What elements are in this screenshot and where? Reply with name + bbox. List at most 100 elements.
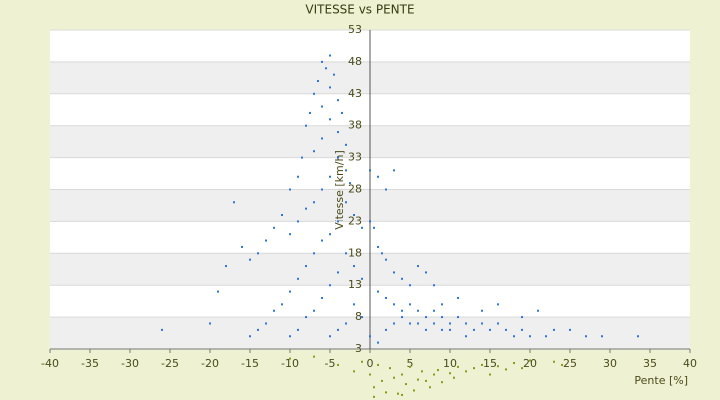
point xyxy=(417,265,419,268)
point xyxy=(417,322,419,325)
x-tick-label: -15 xyxy=(241,357,259,370)
point xyxy=(441,328,443,331)
point xyxy=(389,367,391,370)
point xyxy=(337,99,339,102)
point xyxy=(373,386,375,389)
point xyxy=(305,207,307,210)
point xyxy=(497,322,499,325)
point xyxy=(449,328,451,331)
x-tick-label: -5 xyxy=(325,357,336,370)
point xyxy=(377,175,379,178)
point xyxy=(637,335,639,338)
x-tick-label: -20 xyxy=(201,357,219,370)
point xyxy=(313,150,315,153)
point xyxy=(417,378,419,381)
point xyxy=(345,322,347,325)
y-tick-label: 13 xyxy=(348,278,362,291)
point xyxy=(273,309,275,312)
point xyxy=(497,303,499,306)
x-tick-label: 15 xyxy=(483,357,497,370)
point xyxy=(373,226,375,229)
point xyxy=(349,182,351,185)
point xyxy=(397,392,399,395)
x-tick-label: -25 xyxy=(161,357,179,370)
point xyxy=(353,214,355,217)
point xyxy=(433,373,435,376)
point xyxy=(433,309,435,312)
point xyxy=(281,214,283,217)
point xyxy=(505,328,507,331)
point xyxy=(369,373,371,376)
point xyxy=(377,245,379,248)
point xyxy=(309,111,311,114)
point xyxy=(425,379,427,382)
point xyxy=(289,290,291,293)
point xyxy=(361,360,363,363)
x-tick-label: 5 xyxy=(407,357,414,370)
point xyxy=(473,367,475,370)
point xyxy=(297,277,299,280)
point xyxy=(401,309,403,312)
point xyxy=(377,290,379,293)
point xyxy=(317,80,319,83)
point xyxy=(361,226,363,229)
point xyxy=(313,355,315,358)
point xyxy=(385,188,387,191)
point xyxy=(225,265,227,268)
point xyxy=(273,226,275,229)
x-tick-label: -10 xyxy=(281,357,299,370)
point xyxy=(233,201,235,204)
point xyxy=(265,322,267,325)
point xyxy=(433,322,435,325)
point xyxy=(337,156,339,159)
point xyxy=(393,376,395,379)
y-tick-label: 33 xyxy=(348,151,362,164)
point xyxy=(425,328,427,331)
point xyxy=(457,365,459,368)
point xyxy=(421,370,423,373)
point xyxy=(289,335,291,338)
point xyxy=(337,328,339,331)
point xyxy=(449,322,451,325)
point xyxy=(393,169,395,172)
point xyxy=(385,391,387,394)
point xyxy=(513,362,515,365)
point xyxy=(481,309,483,312)
point xyxy=(405,383,407,386)
point xyxy=(337,271,339,274)
y-tick-label: 23 xyxy=(348,214,362,227)
point xyxy=(377,363,379,366)
point xyxy=(329,335,331,338)
point xyxy=(305,265,307,268)
point xyxy=(529,335,531,338)
point xyxy=(409,303,411,306)
point xyxy=(289,357,291,360)
point xyxy=(465,322,467,325)
point xyxy=(313,309,315,312)
x-tick-label: -40 xyxy=(41,357,59,370)
x-tick-label: 30 xyxy=(603,357,617,370)
y-tick-label: 48 xyxy=(348,55,362,68)
point xyxy=(241,245,243,248)
point xyxy=(489,328,491,331)
point xyxy=(333,73,335,76)
point xyxy=(257,328,259,331)
point xyxy=(313,92,315,95)
x-tick-label: 40 xyxy=(683,357,697,370)
point xyxy=(337,220,339,223)
y-tick-label: 38 xyxy=(348,119,362,132)
point xyxy=(409,365,411,368)
point xyxy=(413,389,415,392)
point xyxy=(313,252,315,255)
point xyxy=(353,265,355,268)
point xyxy=(329,233,331,236)
point xyxy=(381,252,383,255)
y-tick-label: 18 xyxy=(348,246,362,259)
point xyxy=(345,252,347,255)
point xyxy=(209,322,211,325)
point xyxy=(329,86,331,89)
point xyxy=(401,316,403,319)
point xyxy=(381,379,383,382)
point xyxy=(433,284,435,287)
